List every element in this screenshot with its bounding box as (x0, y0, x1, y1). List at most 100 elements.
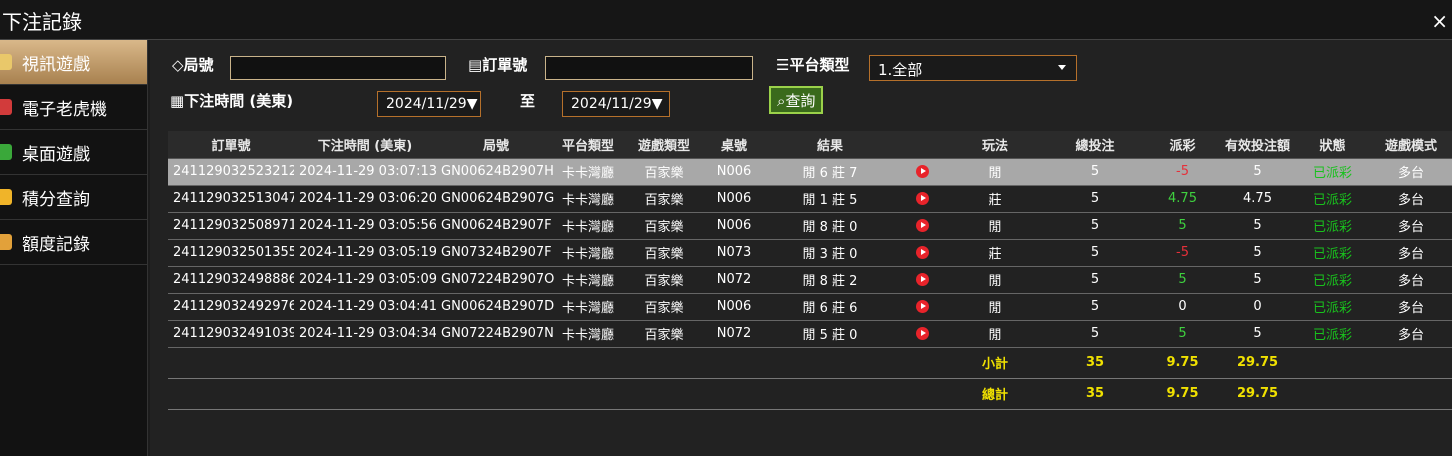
cell: 241129032523212 (168, 158, 294, 186)
platform-label-text: 平台類型 (789, 56, 850, 74)
cell: 已派彩 (1295, 185, 1370, 213)
video-cell (900, 212, 945, 240)
sidebar-item[interactable]: 桌面遊戲 (0, 130, 147, 175)
play-icon[interactable] (916, 219, 929, 232)
column-header: 結果 (760, 131, 900, 159)
column-header-empty (900, 131, 945, 159)
platform-label: ☰平台類型 (776, 56, 850, 74)
column-header: 遊戲類型 (620, 131, 708, 159)
subtotal-label: 小計 (945, 347, 1045, 379)
cell: 5 (1045, 320, 1145, 348)
sidebar-icon (0, 144, 12, 160)
cell: 5 (1045, 158, 1145, 186)
sidebar-text: 電子老虎機 (22, 99, 107, 120)
cell: 閒 (945, 212, 1045, 240)
empty-cell (436, 347, 556, 379)
cell: 241129032501355 (168, 239, 294, 267)
cell: 241129032508971 (168, 212, 294, 240)
round-input[interactable] (230, 56, 446, 80)
bet-row[interactable]: 241129032498886 2024-11-29 03:05:09 GN0722… (168, 266, 1452, 294)
empty-cell (1295, 347, 1370, 379)
cell: 2024-11-29 03:04:41 (294, 293, 436, 321)
empty-cell (760, 347, 900, 379)
cell: 百家樂 (620, 293, 708, 321)
bet-row[interactable]: 241129032491039 2024-11-29 03:04:34 GN0722… (168, 320, 1452, 348)
cell: 卡卡灣廳 (556, 158, 620, 186)
play-icon[interactable] (916, 300, 929, 313)
cell: 5 (1220, 266, 1295, 294)
empty-cell (708, 378, 760, 410)
total-payout: 9.75 (1145, 378, 1220, 410)
play-icon[interactable] (916, 165, 929, 178)
cell: 2024-11-29 03:07:13 (294, 158, 436, 186)
platform-value: 1.全部 (878, 61, 923, 79)
sidebar-text: 額度記錄 (22, 234, 90, 255)
cell: 卡卡灣廳 (556, 320, 620, 348)
cell: 5 (1045, 185, 1145, 213)
sidebar: 視訊遊戲電子老虎機桌面遊戲 積分查詢額度記錄 (0, 40, 148, 456)
cell: N006 (708, 158, 760, 186)
order-input[interactable] (545, 56, 753, 80)
cell: 閒 3 莊 0 (760, 239, 900, 267)
sidebar-icon (0, 189, 12, 205)
column-header: 派彩 (1145, 131, 1220, 159)
date-from[interactable]: 2024/11/29▼ (377, 91, 481, 117)
cell: 已派彩 (1295, 293, 1370, 321)
platform-select[interactable]: 1.全部 (869, 55, 1077, 81)
cell: 閒 (945, 266, 1045, 294)
cell: 卡卡灣廳 (556, 266, 620, 294)
play-icon[interactable] (916, 192, 929, 205)
cell: N073 (708, 239, 760, 267)
cell: 閒 (945, 320, 1045, 348)
title: 下注記錄 (2, 10, 82, 34)
cell: 多台 (1370, 293, 1452, 321)
cell: GN07224B2907O (436, 266, 556, 294)
column-header: 狀態 (1295, 131, 1370, 159)
cell: 多台 (1370, 266, 1452, 294)
cell: 閒 8 莊 0 (760, 212, 900, 240)
order-label-text: 訂單號 (482, 56, 528, 74)
bet-row[interactable]: 241129032508971 2024-11-29 03:05:56 GN0062… (168, 212, 1452, 240)
empty-cell (556, 378, 620, 410)
cell: 2024-11-29 03:05:19 (294, 239, 436, 267)
empty-cell (1370, 347, 1452, 379)
video-cell (900, 158, 945, 186)
cell: 多台 (1370, 320, 1452, 348)
cell: N006 (708, 212, 760, 240)
bet-row[interactable]: 241129032492976 2024-11-29 03:04:41 GN0062… (168, 293, 1452, 321)
cell: 5 (1220, 239, 1295, 267)
search-button[interactable]: ⌕查詢 (769, 86, 824, 114)
cell: 5 (1220, 158, 1295, 186)
bet-row[interactable]: 241129032501355 2024-11-29 03:05:19 GN0732… (168, 239, 1452, 267)
total-total_bet: 35 (1045, 378, 1145, 410)
sidebar-item[interactable]: 電子老虎機 (0, 85, 147, 130)
empty-cell (708, 347, 760, 379)
sidebar-item[interactable]: 額度記錄 (0, 220, 147, 265)
cell: 莊 (945, 185, 1045, 213)
cell: 百家樂 (620, 158, 708, 186)
close-button[interactable]: × (1431, 9, 1448, 33)
empty-cell (1370, 378, 1452, 410)
column-header: 下注時間 (美東) (294, 131, 436, 159)
sidebar-item[interactable]: 視訊遊戲 (0, 40, 147, 85)
empty-cell (620, 378, 708, 410)
bet-row[interactable]: 241129032523212 2024-11-29 03:07:13 GN0062… (168, 158, 1452, 186)
empty-cell (168, 378, 294, 410)
play-icon[interactable] (916, 273, 929, 286)
time-label-text: 下注時間 (美東) (184, 92, 294, 110)
sidebar-item[interactable]: 積分查詢 (0, 175, 147, 220)
cell: 已派彩 (1295, 320, 1370, 348)
cell: GN00624B2907F (436, 212, 556, 240)
cell: GN00624B2907D (436, 293, 556, 321)
date-to[interactable]: 2024/11/29▼ (562, 91, 670, 117)
cell: 5 (1045, 239, 1145, 267)
play-icon[interactable] (916, 246, 929, 259)
cell: 多台 (1370, 239, 1452, 267)
cell: 百家樂 (620, 320, 708, 348)
bet-row[interactable]: 241129032513047 2024-11-29 03:06:20 GN0062… (168, 185, 1452, 213)
total-label: 總計 (945, 378, 1045, 410)
subtotal-payout: 9.75 (1145, 347, 1220, 379)
cell: GN07324B2907F (436, 239, 556, 267)
play-icon[interactable] (916, 327, 929, 340)
cell: 莊 (945, 239, 1045, 267)
